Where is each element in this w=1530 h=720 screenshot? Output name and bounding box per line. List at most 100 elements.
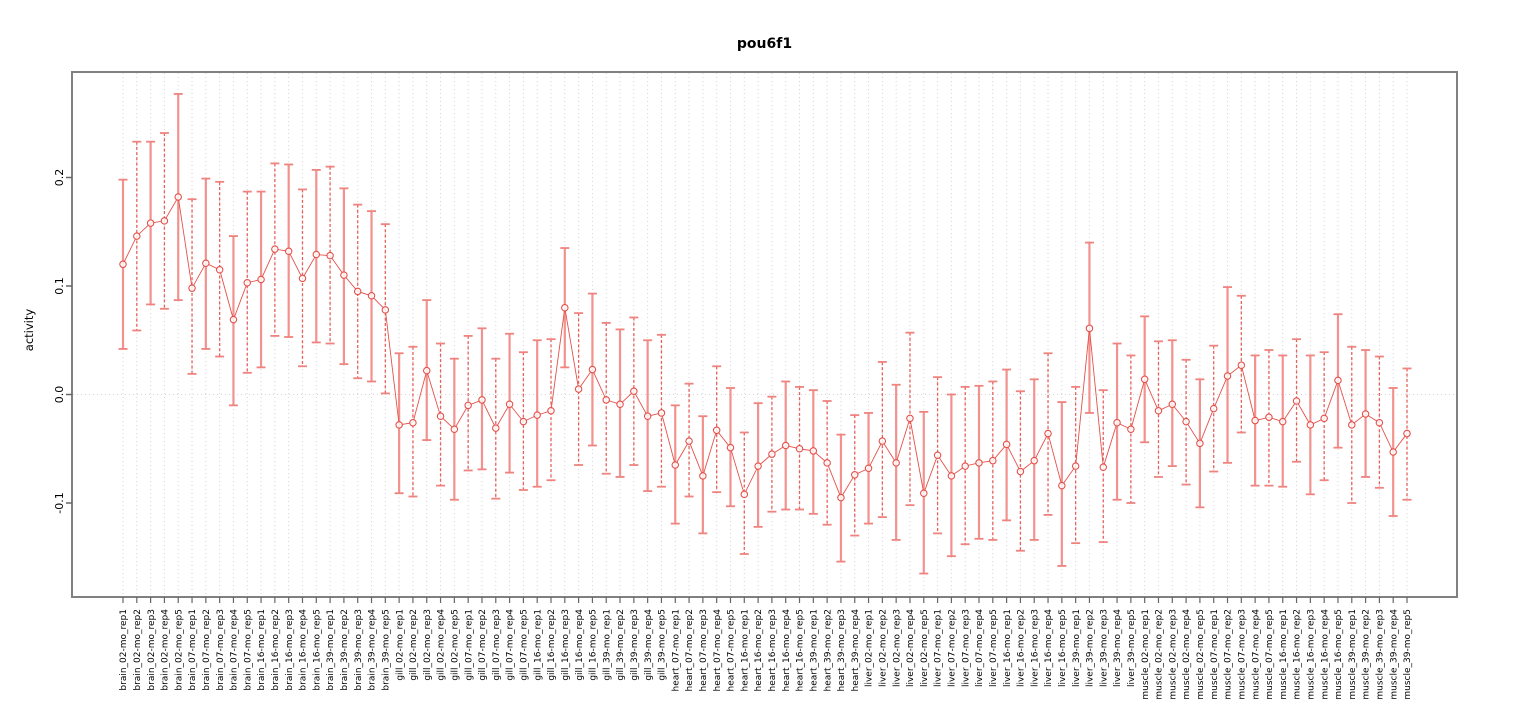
data-point — [312, 250, 321, 259]
error-bar — [822, 400, 832, 526]
x-tick-label: brain_16-mo_rep1 — [257, 609, 267, 691]
x-tick-label: muscle_16-mo_rep3 — [1307, 609, 1317, 700]
data-point — [602, 396, 610, 404]
error-bar — [1292, 338, 1302, 463]
data-point — [243, 278, 252, 287]
x-tick-label: gill_02-mo_rep5 — [451, 609, 461, 681]
data-point — [1278, 417, 1287, 426]
x-tick-label: brain_07-mo_rep3 — [216, 609, 226, 691]
error-bar — [574, 312, 584, 466]
x-tick-label: muscle_02-mo_rep4 — [1182, 609, 1192, 700]
error-bar — [656, 333, 666, 488]
data-point — [1044, 429, 1052, 438]
x-tick-label: liver_39-mo_rep2 — [1086, 609, 1096, 687]
data-point — [961, 462, 969, 470]
x-tick-label: heart_16-mo_rep5 — [796, 609, 806, 691]
data-point — [119, 260, 127, 269]
error-bar — [905, 331, 915, 507]
data-point — [1127, 425, 1135, 433]
x-tick-label: liver_07-mo_rep3 — [961, 609, 971, 687]
data-point — [1099, 463, 1108, 471]
error-bar — [1374, 355, 1384, 489]
x-tick-label: gill_02-mo_rep2 — [409, 609, 419, 681]
data-point — [1058, 481, 1066, 490]
x-tick-label: liver_07-mo_rep1 — [934, 609, 944, 687]
x-tick-label: brain_39-mo_rep2 — [340, 609, 350, 691]
data-point — [1334, 376, 1342, 385]
x-tick-label: gill_02-mo_rep3 — [423, 609, 433, 681]
x-tick-label: muscle_07-mo_rep5 — [1265, 609, 1275, 700]
data-points — [119, 193, 1411, 502]
x-tick-label: brain_39-mo_rep1 — [326, 609, 336, 691]
plot-border — [71, 71, 1458, 598]
data-point — [933, 451, 942, 460]
data-point — [754, 462, 762, 470]
data-point — [160, 217, 169, 225]
x-tick-label: heart_07-mo_rep3 — [699, 609, 709, 691]
x-tick-label: liver_39-mo_rep3 — [1099, 609, 1109, 687]
data-point — [422, 366, 431, 375]
data-point — [146, 219, 155, 227]
x-tick-label: liver_16-mo_rep1 — [1003, 609, 1013, 687]
data-point — [975, 459, 983, 467]
error-bar — [739, 431, 749, 555]
x-tick-label: gill_39-mo_rep1 — [602, 609, 612, 681]
x-tick-label: gill_16-mo_rep3 — [561, 609, 571, 681]
x-tick-label: heart_07-mo_rep5 — [727, 609, 737, 691]
x-tick-label: liver_02-mo_rep2 — [879, 609, 889, 687]
data-point — [215, 265, 224, 274]
x-tick-label: muscle_16-mo_rep2 — [1293, 609, 1303, 700]
data-point — [202, 259, 210, 267]
x-tick-label: heart_39-mo_rep2 — [823, 609, 833, 691]
x-tick-label: liver_39-mo_rep1 — [1072, 609, 1082, 687]
data-point — [492, 424, 500, 432]
x-tick-label: muscle_39-mo_rep1 — [1348, 609, 1358, 700]
y-tick-label: 0.0 — [53, 386, 66, 404]
data-point — [1306, 421, 1315, 429]
gridlines — [73, 73, 1456, 596]
data-point — [547, 407, 555, 415]
data-point — [284, 247, 293, 256]
x-tick-label: brain_07-mo_rep1 — [188, 609, 198, 691]
data-point — [409, 418, 417, 427]
data-point — [505, 400, 514, 409]
data-point — [326, 251, 334, 260]
x-tick-label: gill_16-mo_rep2 — [547, 609, 557, 681]
chart-title: pou6f1 — [736, 36, 793, 52]
data-point — [643, 412, 652, 420]
data-point — [1237, 361, 1246, 369]
x-tick-label: gill_39-mo_rep5 — [658, 609, 668, 681]
x-tick-label: muscle_02-mo_rep2 — [1155, 609, 1165, 700]
data-point — [1209, 404, 1218, 413]
x-tick-label: liver_16-mo_rep3 — [1030, 609, 1040, 687]
error-bars — [118, 93, 1412, 575]
x-tick-label: brain_02-mo_rep3 — [147, 609, 157, 691]
data-point — [1389, 448, 1397, 456]
y-axis: 0.2 0.1 0.0 -0.1 — [53, 169, 72, 514]
x-tick-label: muscle_07-mo_rep1 — [1210, 609, 1220, 700]
error-bar — [187, 198, 197, 375]
x-axis: brain_02-mo_rep1 brain_02-mo_rep2 brain_02… — [119, 597, 1413, 700]
x-tick-label: gill_07-mo_rep2 — [478, 609, 488, 681]
x-tick-label: heart_39-mo_rep4 — [851, 609, 861, 692]
x-tick-label: liver_07-mo_rep2 — [948, 609, 958, 687]
error-bar — [1181, 358, 1191, 486]
x-tick-label: liver_16-mo_rep2 — [1017, 609, 1027, 687]
x-tick-label: heart_16-mo_rep1 — [740, 609, 750, 691]
data-point — [1113, 418, 1121, 427]
x-tick-label: muscle_07-mo_rep3 — [1237, 609, 1247, 700]
data-point — [685, 437, 693, 445]
data-point — [133, 232, 141, 240]
error-bar — [270, 162, 280, 337]
x-tick-label: heart_07-mo_rep2 — [685, 609, 695, 691]
x-tick-label: gill_39-mo_rep4 — [644, 609, 654, 681]
series-line — [122, 195, 1408, 499]
data-point — [1182, 417, 1190, 426]
data-point — [1251, 416, 1259, 425]
x-tick-label: heart_16-mo_rep3 — [768, 609, 778, 691]
data-point — [1348, 421, 1356, 429]
error-bar — [877, 361, 887, 519]
x-tick-label: brain_16-mo_rep3 — [285, 609, 295, 691]
data-point — [1292, 397, 1301, 405]
